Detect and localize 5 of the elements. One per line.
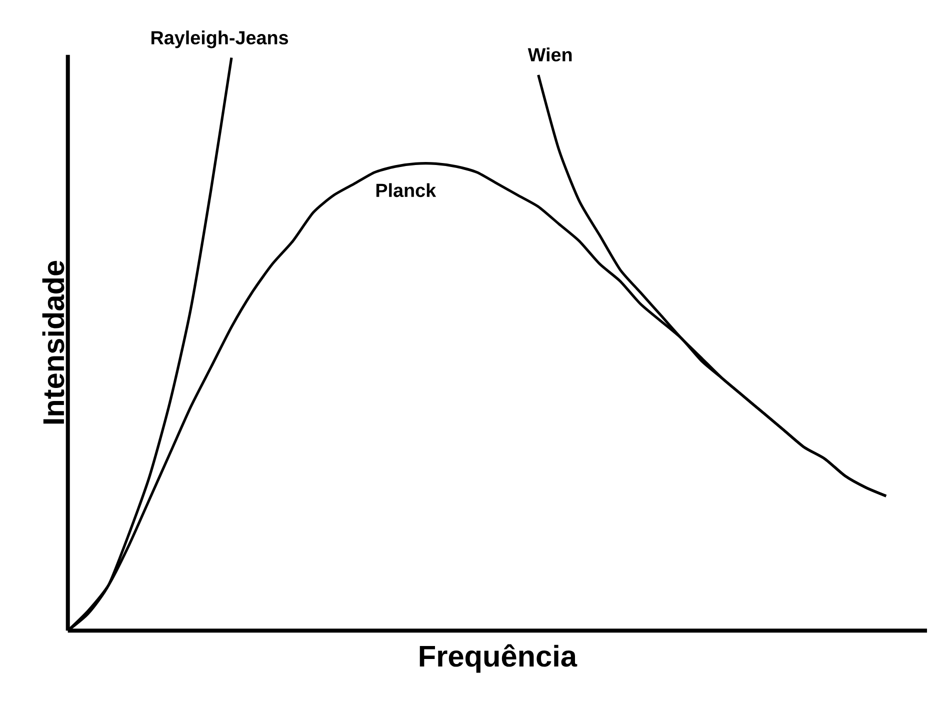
series-label: Planck <box>376 182 436 197</box>
y-axis-title: Intensidade <box>42 260 64 424</box>
series-label: Wien <box>528 47 572 62</box>
series-label: Rayleigh-Jeans <box>152 30 288 48</box>
x-axis-title: Frequência <box>420 644 578 672</box>
